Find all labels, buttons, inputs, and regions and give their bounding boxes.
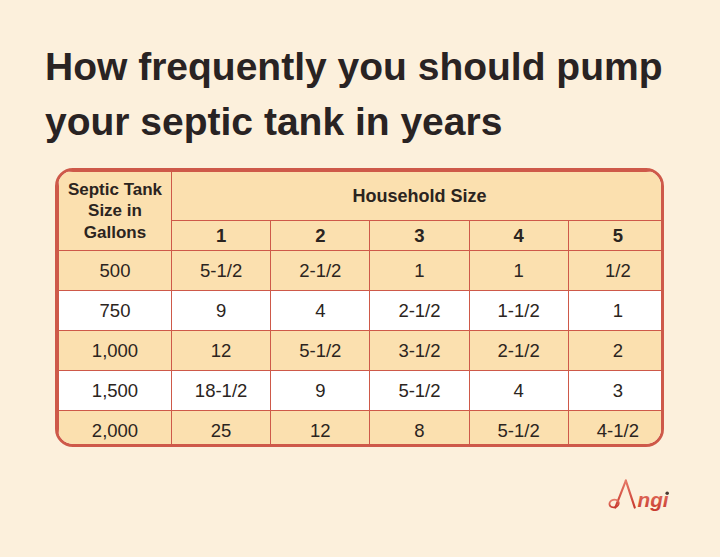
svg-text:ngi: ngi [638, 488, 670, 511]
